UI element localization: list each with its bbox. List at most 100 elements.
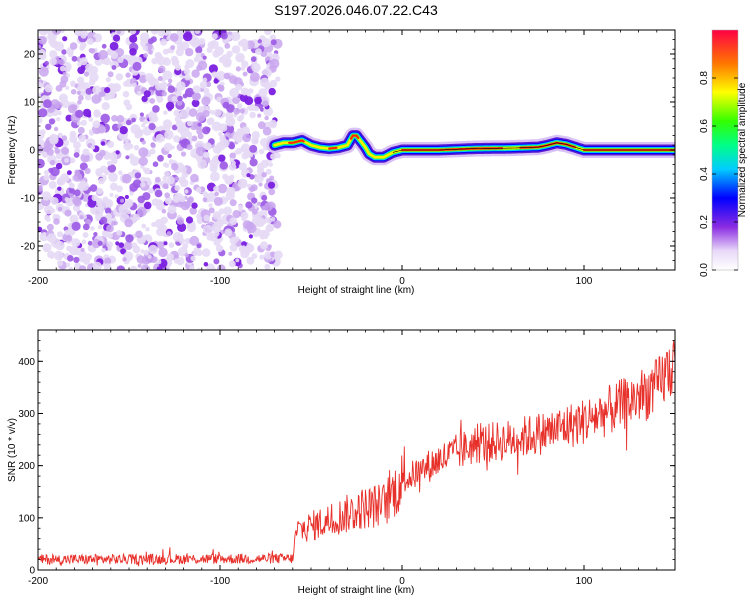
noise-blob <box>150 30 160 35</box>
noise-blob <box>131 117 137 123</box>
noise-blob <box>268 119 278 129</box>
noise-blob <box>264 30 272 36</box>
noise-blob <box>56 176 66 186</box>
noise-blob <box>48 181 57 189</box>
noise-blob <box>211 121 222 132</box>
noise-blob <box>248 234 253 239</box>
noise-blob <box>50 197 59 206</box>
noise-blob <box>69 157 76 164</box>
noise-blob <box>184 64 190 70</box>
noise-blob <box>104 87 111 94</box>
noise-blob <box>61 49 67 55</box>
noise-blob <box>106 241 113 249</box>
noise-blob <box>76 121 82 126</box>
noise-blob <box>249 144 258 153</box>
noise-blob <box>112 34 121 42</box>
noise-blob <box>198 38 206 45</box>
noise-blob <box>38 117 43 124</box>
noise-blob <box>226 186 236 196</box>
noise-blob <box>266 178 271 183</box>
y-tick-label: 300 <box>18 409 35 420</box>
snr-ylabel: SNR (10 * v/v) <box>7 418 18 482</box>
noise-blob <box>147 254 152 259</box>
noise-blob <box>214 231 220 237</box>
noise-blob <box>189 265 195 270</box>
noise-blob <box>98 91 105 98</box>
noise-blob <box>185 106 190 111</box>
noise-blob <box>115 73 124 81</box>
noise-blob <box>176 112 182 118</box>
noise-blob <box>88 129 94 134</box>
noise-blob <box>178 237 186 244</box>
noise-blob <box>65 114 73 122</box>
noise-blob <box>106 224 114 233</box>
noise-blob <box>144 168 151 175</box>
noise-blob <box>77 100 82 105</box>
noise-blob <box>130 124 141 134</box>
noise-blob <box>128 153 135 159</box>
noise-blob <box>38 93 41 98</box>
snr-plot-area <box>38 330 675 570</box>
noise-blob <box>269 58 280 69</box>
noise-blob <box>251 131 260 140</box>
noise-blob <box>44 84 53 93</box>
noise-blob <box>131 242 138 249</box>
noise-blob <box>72 196 81 205</box>
noise-blob <box>262 100 269 107</box>
noise-blob <box>141 223 147 229</box>
noise-blob <box>91 194 98 202</box>
noise-blob <box>99 149 106 157</box>
noise-blob <box>129 182 139 192</box>
noise-blob <box>125 119 132 126</box>
noise-blob <box>156 56 166 66</box>
noise-blob <box>167 153 172 159</box>
noise-blob <box>238 162 247 171</box>
noise-blob <box>199 81 208 89</box>
noise-blob <box>107 71 114 78</box>
colorbar: 0.0 0.2 0.4 0.6 0.8 Normalized spectral ampl… <box>699 29 748 277</box>
noise-blob <box>96 172 101 177</box>
noise-blob <box>176 81 186 91</box>
noise-blob <box>246 244 255 253</box>
noise-blob <box>183 201 191 209</box>
noise-blob <box>68 188 74 194</box>
noise-blob <box>93 232 98 237</box>
noise-blob <box>73 256 80 263</box>
noise-blob <box>162 119 173 129</box>
noise-blob <box>53 250 64 261</box>
noise-blob <box>166 264 171 270</box>
noise-blob <box>104 207 112 215</box>
noise-blob <box>251 253 258 259</box>
noise-blob <box>148 244 158 255</box>
noise-blob <box>58 59 65 66</box>
noise-blob <box>117 56 124 63</box>
noise-blob <box>195 214 201 219</box>
noise-blob <box>96 187 103 195</box>
noise-blob <box>42 232 47 237</box>
noise-blob <box>248 106 253 111</box>
noise-blob <box>261 194 268 201</box>
noise-blob <box>229 174 235 180</box>
noise-blob <box>90 66 99 75</box>
noise-blob <box>249 72 260 82</box>
noise-blob <box>134 172 142 179</box>
noise-blob <box>80 119 87 126</box>
noise-blob <box>105 77 111 83</box>
colorbar-frame <box>711 29 739 271</box>
colorbar-tick-label: 0.0 <box>699 263 710 277</box>
x-tick-label: 100 <box>576 276 593 287</box>
noise-blob <box>211 33 218 40</box>
noise-blob <box>100 141 106 146</box>
noise-blob <box>174 185 181 191</box>
noise-blob <box>148 187 154 194</box>
noise-blob <box>101 248 106 253</box>
noise-blob <box>109 192 114 197</box>
noise-blob <box>184 74 191 81</box>
noise-blob <box>70 80 76 86</box>
noise-blob <box>129 265 138 270</box>
noise-blob <box>93 110 101 118</box>
noise-blob <box>109 182 118 191</box>
noise-blob <box>156 241 165 250</box>
noise-blob <box>228 251 233 256</box>
noise-blob <box>187 135 193 140</box>
